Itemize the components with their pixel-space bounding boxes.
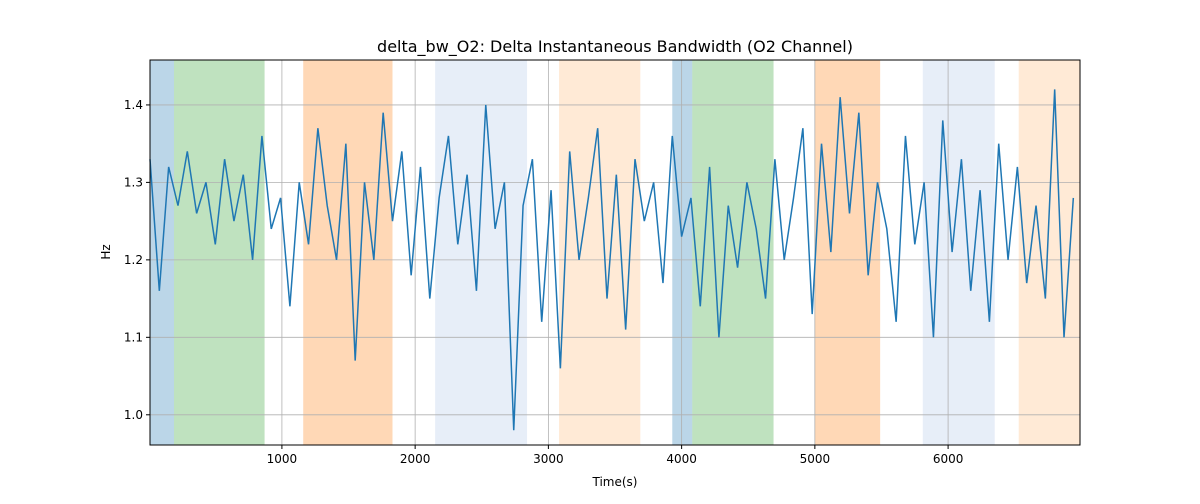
shaded-span xyxy=(173,60,265,445)
chart-title: delta_bw_O2: Delta Instantaneous Bandwid… xyxy=(377,37,853,57)
shaded-span xyxy=(814,60,881,445)
x-tick-label: 5000 xyxy=(800,452,831,466)
shaded-span xyxy=(303,60,393,445)
data-line xyxy=(149,89,1075,431)
plot-frame xyxy=(149,59,1081,446)
x-tick-label: 4000 xyxy=(666,452,697,466)
shaded-span xyxy=(435,60,528,445)
x-tick-label: 6000 xyxy=(933,452,964,466)
x-tick-label: 2000 xyxy=(400,452,431,466)
x-tick-label: 1000 xyxy=(267,452,298,466)
shaded-span xyxy=(1018,60,1080,445)
x-tick-label: 3000 xyxy=(533,452,564,466)
y-tick-label: 1.0 xyxy=(124,408,143,422)
y-tick-label: 1.1 xyxy=(124,330,143,344)
plot-area: 1000 2000 3000 4000 5000 6000 1.0 1.1 1.2 1.3 1.4 xyxy=(124,59,1081,466)
y-axis-label: Hz xyxy=(99,244,113,259)
shaded-span xyxy=(559,60,641,445)
y-tick-label: 1.4 xyxy=(124,98,143,112)
y-tick-label: 1.3 xyxy=(124,175,143,189)
shaded-span xyxy=(922,60,995,445)
shaded-span xyxy=(672,60,693,445)
y-tick-label: 1.2 xyxy=(124,253,143,267)
x-axis-label: Time(s) xyxy=(592,475,638,489)
